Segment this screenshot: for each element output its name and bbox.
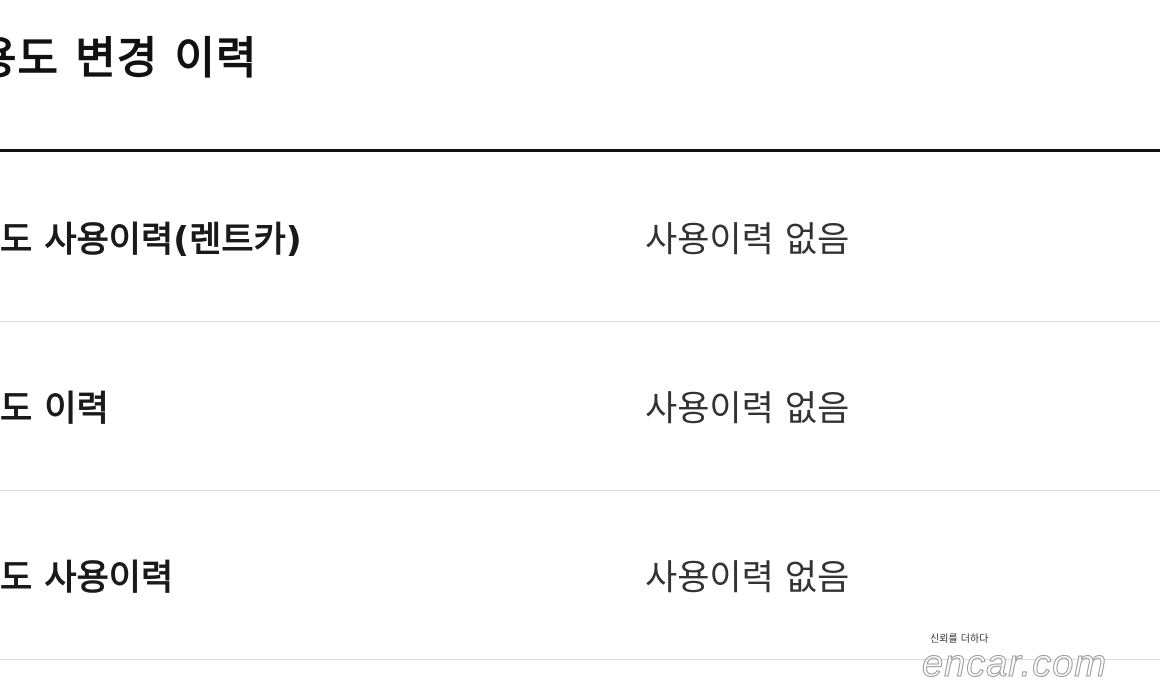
table-row: 도 이력 사용이력 없음 xyxy=(0,322,1160,491)
row-label: 도 이력 xyxy=(0,389,109,430)
encar-watermark: 신뢰를 더하다 encar.com xyxy=(922,630,1107,685)
section-title: 용도 변경 이력 xyxy=(0,33,258,84)
row-label: 도 사용이력(렌트카) xyxy=(0,220,302,261)
table-row: 도 사용이력(렌트카) 사용이력 없음 xyxy=(0,153,1160,322)
header-divider xyxy=(0,149,1160,152)
watermark-logo: encar.com xyxy=(922,643,1107,685)
table-row: 도 사용이력 사용이력 없음 xyxy=(0,491,1160,660)
row-value: 사용이력 없음 xyxy=(645,220,850,261)
watermark-tagline: 신뢰를 더하다 xyxy=(930,634,989,645)
row-value: 사용이력 없음 xyxy=(645,558,850,599)
row-label: 도 사용이력 xyxy=(0,558,174,599)
row-value: 사용이력 없음 xyxy=(645,389,850,430)
